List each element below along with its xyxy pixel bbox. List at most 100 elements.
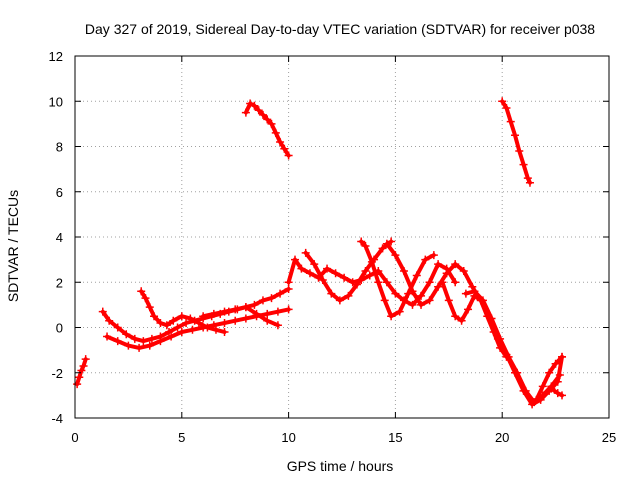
data-point	[186, 314, 195, 323]
x-tick-label: 15	[388, 430, 402, 445]
data-point	[284, 285, 293, 294]
data-point	[327, 289, 336, 298]
data-point	[525, 178, 534, 187]
data-point	[98, 307, 107, 316]
data-point	[523, 174, 532, 183]
data-point	[194, 318, 203, 327]
data-point	[105, 316, 114, 325]
data-point	[382, 239, 391, 248]
series-arc-14	[498, 97, 534, 187]
data-point	[291, 255, 300, 264]
data-point	[532, 395, 541, 404]
data-point	[361, 242, 370, 251]
data-point	[395, 307, 404, 316]
data-point	[344, 291, 353, 300]
grid-layer	[75, 56, 609, 418]
data-point	[188, 325, 197, 334]
data-point	[459, 266, 468, 275]
data-point	[528, 400, 537, 409]
data-point	[164, 328, 173, 337]
data-point	[241, 303, 250, 312]
data-point	[173, 323, 182, 332]
data-point	[130, 334, 139, 343]
data-point	[79, 361, 88, 370]
series-arc-5	[199, 303, 282, 330]
data-point	[487, 314, 496, 323]
data-point	[267, 294, 276, 303]
data-point	[425, 296, 434, 305]
data-point	[547, 384, 556, 393]
data-point	[301, 248, 310, 257]
data-point	[515, 147, 524, 156]
data-point	[75, 373, 84, 382]
data-point	[135, 343, 144, 352]
y-tick-label: 4	[56, 230, 63, 245]
data-point	[470, 287, 479, 296]
data-point	[357, 237, 366, 246]
data-point	[124, 341, 133, 350]
data-point	[276, 289, 285, 298]
y-tick-label: 12	[49, 49, 63, 64]
x-tick-label: 10	[281, 430, 295, 445]
data-point	[331, 269, 340, 278]
data-point	[335, 296, 344, 305]
data-point	[408, 287, 417, 296]
data-point	[538, 382, 547, 391]
data-point	[502, 350, 511, 359]
data-point	[318, 275, 327, 284]
data-point	[81, 355, 90, 364]
data-point	[387, 237, 396, 246]
data-point	[425, 278, 434, 287]
data-point	[137, 287, 146, 296]
series-trail	[500, 99, 532, 185]
data-point	[252, 309, 261, 318]
data-point	[348, 278, 357, 287]
data-point	[519, 160, 528, 169]
data-point	[297, 264, 306, 273]
data-point	[273, 307, 282, 316]
data-point	[284, 305, 293, 314]
y-tick-label: -4	[51, 411, 63, 426]
data-point	[451, 312, 460, 321]
data-point	[558, 352, 567, 361]
series-trail	[243, 101, 291, 158]
data-point	[271, 128, 280, 137]
data-point	[147, 334, 156, 343]
data-point	[553, 377, 562, 386]
data-point	[365, 271, 374, 280]
data-point	[519, 386, 528, 395]
data-point	[412, 271, 421, 280]
data-point	[145, 303, 154, 312]
y-tick-label: -2	[51, 366, 63, 381]
data-point	[139, 337, 148, 346]
data-point	[429, 251, 438, 260]
data-point	[451, 260, 460, 269]
data-point	[551, 359, 560, 368]
data-point	[545, 368, 554, 377]
data-point	[258, 110, 267, 119]
data-point	[361, 266, 370, 275]
data-point	[177, 328, 186, 337]
data-point	[182, 318, 191, 327]
data-point	[220, 328, 229, 337]
data-point	[438, 278, 447, 287]
data-point	[203, 323, 212, 332]
data-point	[113, 323, 122, 332]
series-arc-1	[73, 355, 90, 389]
data-point	[241, 314, 250, 323]
data-point	[310, 260, 319, 269]
data-point	[199, 312, 208, 321]
series-trail	[463, 289, 562, 405]
y-tick-label: 8	[56, 140, 63, 155]
data-point	[246, 99, 255, 108]
series-arc-10	[382, 239, 485, 309]
data-point	[457, 316, 466, 325]
data-point	[380, 296, 389, 305]
data-point	[408, 300, 417, 309]
data-point	[103, 332, 112, 341]
data-point	[391, 289, 400, 298]
data-point	[511, 131, 520, 140]
data-point	[220, 318, 229, 327]
data-point	[209, 309, 218, 318]
